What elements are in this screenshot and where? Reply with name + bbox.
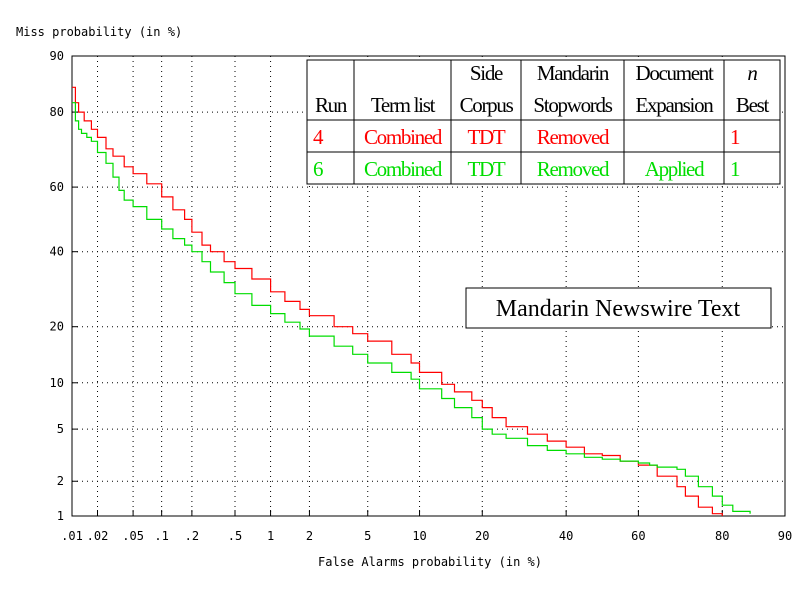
y-tick-label: 5 — [57, 422, 64, 436]
table-cell: Combined — [364, 125, 443, 149]
y-tick-label: 80 — [50, 105, 64, 119]
y-tick-label: 90 — [50, 49, 64, 63]
y-axis-label: Miss probability (in %) — [16, 25, 182, 39]
caption-box: Mandarin Newswire Text — [465, 287, 772, 329]
table-header-line2: Term list — [371, 93, 436, 117]
table-header-line1: Side — [470, 61, 503, 85]
x-tick-label: 2 — [306, 529, 313, 543]
axes: .01 .02 .05 .1 .2 .5 1 2 5 10 20 40 60 80 90 1 2 5 10 20 40 6… — [50, 49, 793, 543]
legend-table-frame — [306, 59, 781, 185]
caption-frame — [465, 287, 772, 329]
table-cell: 1 — [730, 125, 740, 149]
table-header-line2: Expansion — [636, 93, 715, 117]
series-line-run-6 — [72, 102, 751, 514]
table-cell: Removed — [537, 125, 610, 149]
x-tick-label: 20 — [475, 529, 489, 543]
table-header-line2: Stopwords — [533, 93, 612, 117]
x-axis-label: False Alarms probability (in %) — [318, 555, 542, 569]
table-header-line1: Document — [635, 61, 714, 85]
x-tick-label: .1 — [154, 529, 168, 543]
table-header-line2: Corpus — [460, 93, 514, 117]
x-tick-label: .5 — [228, 529, 242, 543]
series-line-run-4 — [72, 86, 723, 516]
x-tick-label: 60 — [631, 529, 645, 543]
x-tick-label: 40 — [559, 529, 573, 543]
y-tick-label: 2 — [57, 474, 64, 488]
plot-frame — [71, 55, 786, 517]
table-cell: Combined — [364, 157, 443, 181]
x-tick-label: .01 — [61, 529, 83, 543]
table-cell: 6 — [313, 157, 323, 181]
y-tick-label: 60 — [50, 180, 64, 194]
x-tick-label: .2 — [185, 529, 199, 543]
y-tick-label: 20 — [50, 320, 64, 334]
y-tick-label: 10 — [50, 376, 64, 390]
table-cell: TDT — [468, 157, 506, 181]
x-tick-label: 80 — [715, 529, 729, 543]
table-cell: TDT — [468, 125, 506, 149]
table-header-line1: n — [747, 61, 757, 85]
x-tick-label: 1 — [267, 529, 274, 543]
series-lines — [72, 86, 751, 516]
table-header-line2: Run — [315, 93, 348, 117]
x-tick-label: .05 — [122, 529, 144, 543]
y-tick-label: 1 — [57, 509, 64, 523]
y-tick-label: 40 — [50, 245, 64, 259]
caption-text: Mandarin Newswire Text — [496, 296, 741, 322]
table-cell: Removed — [537, 157, 610, 181]
x-tick-label: 90 — [778, 529, 792, 543]
x-tick-label: 5 — [364, 529, 371, 543]
table-header-line1: Mandarin — [537, 61, 610, 85]
table-cell: 1 — [730, 157, 740, 181]
x-tick-label: 10 — [412, 529, 426, 543]
legend-table: Run Term list Side Corpus Mandarin Stopwords D… — [306, 59, 781, 185]
x-tick-label: .02 — [87, 529, 109, 543]
table-header-line2: Best — [736, 93, 770, 117]
table-cell: Applied — [645, 157, 705, 181]
